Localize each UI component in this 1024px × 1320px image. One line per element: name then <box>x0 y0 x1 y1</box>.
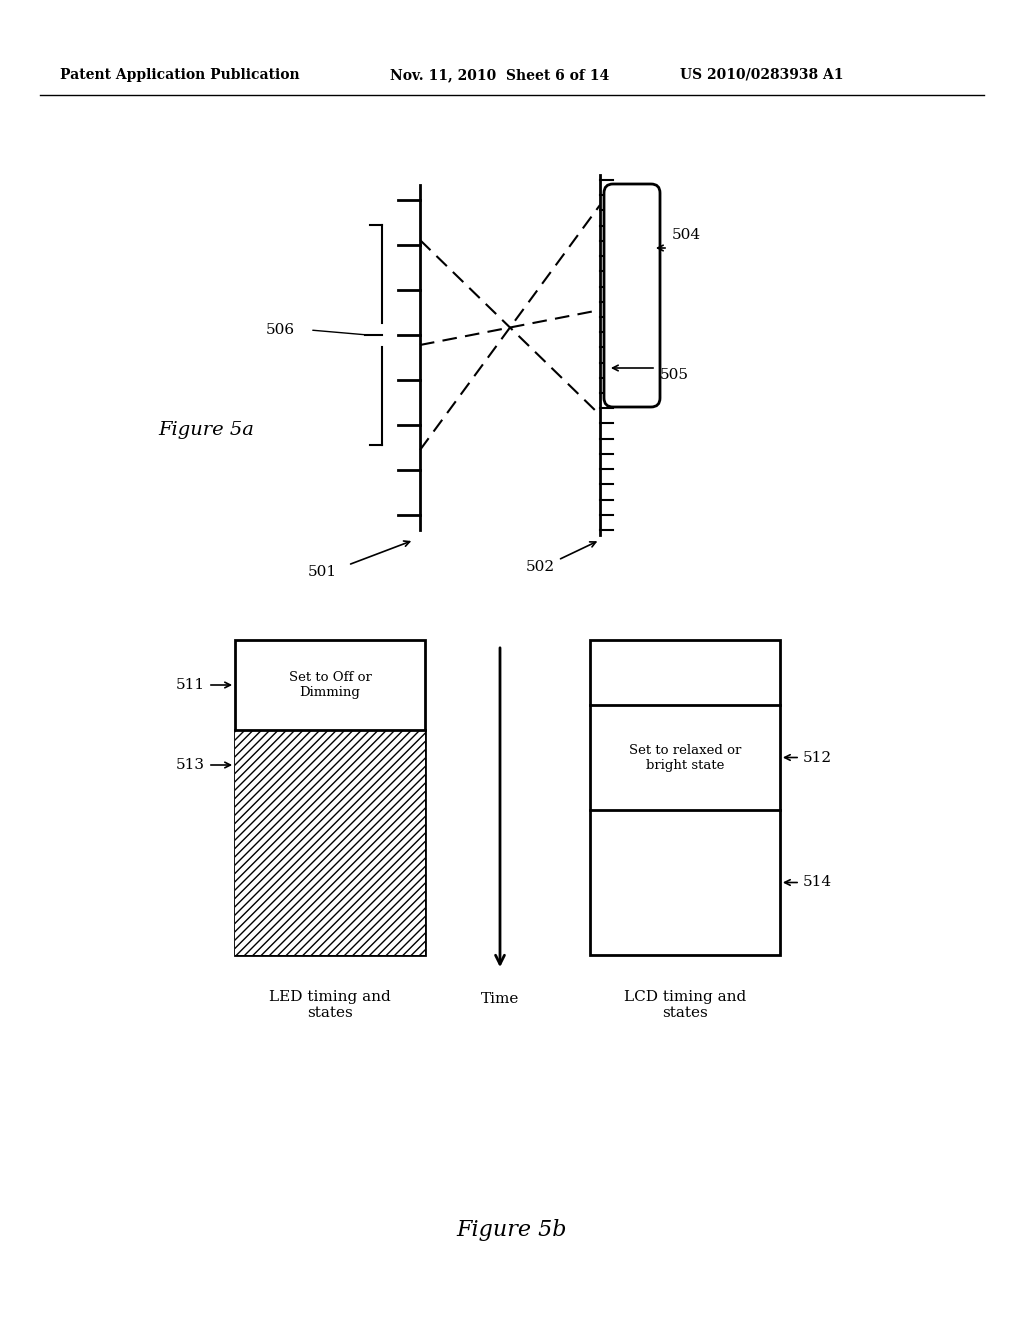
Text: 513: 513 <box>176 758 205 772</box>
Bar <box>234 730 425 954</box>
Text: 512: 512 <box>803 751 833 764</box>
Text: LED timing and
states: LED timing and states <box>269 990 391 1020</box>
Text: Set to Off or
Dimming: Set to Off or Dimming <box>289 671 372 700</box>
FancyBboxPatch shape <box>604 183 660 407</box>
Bar <box>234 640 425 954</box>
Text: 506: 506 <box>266 323 295 337</box>
Text: Set to relaxed or
bright state: Set to relaxed or bright state <box>629 743 741 771</box>
Text: LCD timing and
states: LCD timing and states <box>624 990 746 1020</box>
Text: US 2010/0283938 A1: US 2010/0283938 A1 <box>680 69 844 82</box>
Text: Patent Application Publication: Patent Application Publication <box>60 69 300 82</box>
Bar <box>590 640 780 954</box>
Text: 502: 502 <box>526 560 555 574</box>
Text: Nov. 11, 2010  Sheet 6 of 14: Nov. 11, 2010 Sheet 6 of 14 <box>390 69 609 82</box>
Text: 514: 514 <box>803 875 833 890</box>
Text: Figure 5b: Figure 5b <box>457 1218 567 1241</box>
Text: 511: 511 <box>176 678 205 692</box>
Text: Figure 5a: Figure 5a <box>158 421 254 440</box>
Text: Time: Time <box>481 993 519 1006</box>
Text: 505: 505 <box>660 368 689 381</box>
Text: 501: 501 <box>308 565 337 579</box>
Text: 504: 504 <box>672 228 701 242</box>
